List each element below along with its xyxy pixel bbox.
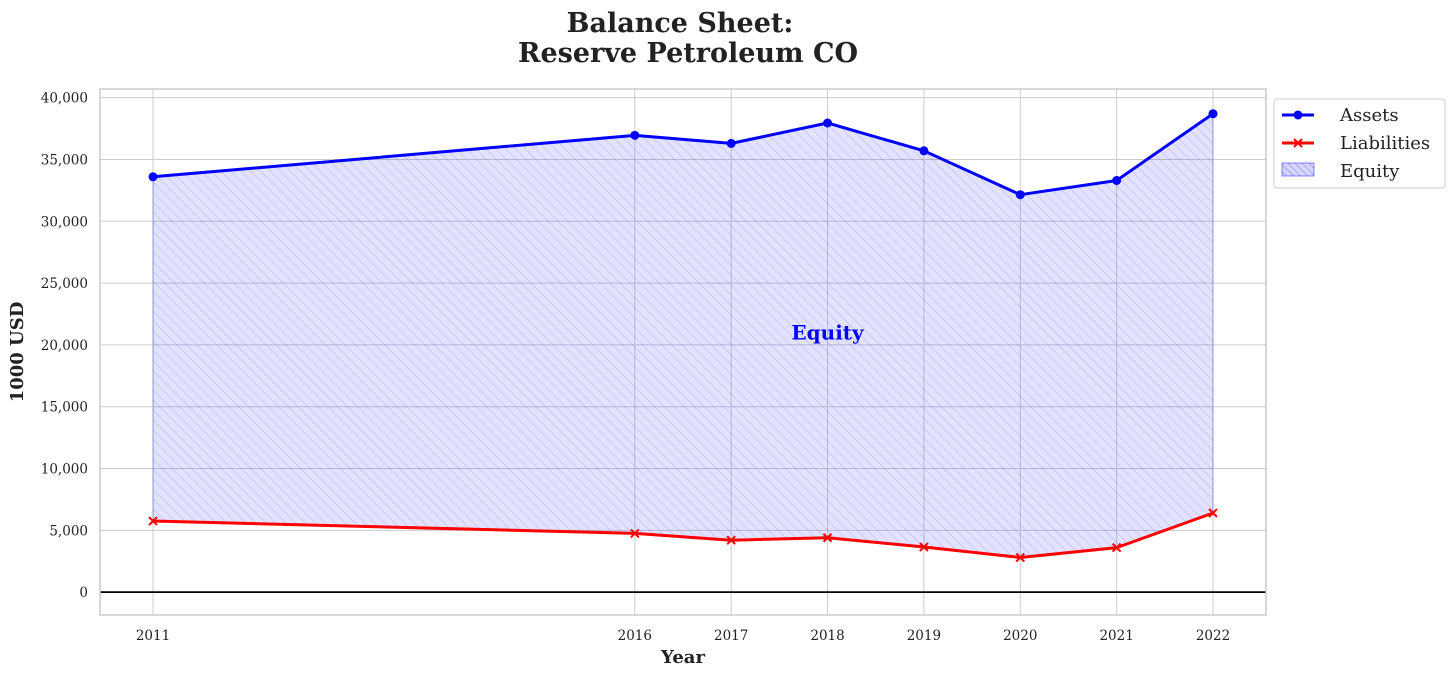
x-tick-label: 2016	[618, 628, 652, 644]
series-lines	[148, 109, 1218, 563]
x-tick-label: 2011	[136, 628, 170, 644]
x-axis-label: Year	[660, 647, 705, 668]
y-tick-label: 10,000	[41, 462, 88, 478]
assets-point	[823, 118, 833, 128]
liabilities-point	[1015, 552, 1025, 563]
assets-point	[1112, 175, 1122, 185]
assets-point	[630, 130, 640, 140]
equity-annotation: Equity	[791, 321, 865, 345]
liabilities-point	[822, 533, 833, 543]
assets-point	[726, 138, 736, 148]
equity-fill	[152, 112, 1214, 559]
assets-line	[152, 112, 1214, 197]
liabilities-point	[630, 528, 640, 539]
y-tick-label: 0	[79, 585, 88, 601]
y-tick-label: 30,000	[41, 214, 88, 230]
chart-title-line-1: Balance Sheet:	[567, 8, 794, 39]
legend-equity-label: Equity	[1340, 161, 1400, 182]
liabilities-point	[1208, 508, 1218, 518]
y-tick-label: 35,000	[41, 152, 88, 168]
legend-equity-swatch	[1281, 162, 1315, 177]
legend: Assets Liabilities Equity	[1273, 98, 1446, 189]
x-tick-label: 2022	[1196, 628, 1230, 644]
liabilities-point	[726, 535, 736, 545]
equity-fill-area	[152, 112, 1214, 559]
plot-frame	[99, 88, 1267, 616]
legend-entry-equity: Equity	[1281, 161, 1400, 182]
legend-assets-label: Assets	[1339, 105, 1399, 126]
liabilities-line	[152, 511, 1214, 560]
x-tick-label: 2020	[1003, 628, 1037, 644]
x-tick-label: 2021	[1099, 628, 1133, 644]
assets-point	[148, 172, 158, 182]
y-axis-label: 1000 USD	[7, 302, 28, 403]
legend-assets-marker	[1293, 110, 1303, 120]
y-tick-label: 40,000	[41, 91, 88, 107]
y-tick-label: 15,000	[41, 400, 88, 416]
plot-border	[99, 88, 1267, 616]
liabilities-point	[148, 516, 158, 526]
x-tick-label: 2018	[810, 628, 844, 644]
y-tick-label: 5,000	[49, 523, 88, 539]
legend-liabilities-label: Liabilities	[1340, 133, 1430, 154]
x-tick-label: 2017	[714, 628, 748, 644]
legend-box	[1273, 98, 1446, 189]
assets-point	[1208, 109, 1218, 119]
x-tick-label: 2019	[907, 628, 941, 644]
liabilities-point	[1111, 542, 1122, 553]
legend-entry-liabilities: Liabilities	[1282, 133, 1430, 154]
x-tick-labels: 2011 2016 2017 2018 2019 2020 2021 2022	[136, 628, 1230, 644]
legend-liabilities-marker	[1293, 138, 1303, 148]
assets-point	[1015, 190, 1025, 200]
liabilities-point	[919, 542, 929, 552]
legend-entry-assets: Assets	[1282, 105, 1399, 126]
y-tick-label: 20,000	[41, 338, 88, 354]
y-tick-label: 25,000	[41, 276, 88, 292]
y-tick-labels: 0 5,000 10,000 15,000 20,000 25,000 30,000 35,0…	[41, 91, 88, 601]
assets-point	[919, 146, 929, 156]
chart-title-line-2: Reserve Petroleum CO	[518, 38, 858, 69]
